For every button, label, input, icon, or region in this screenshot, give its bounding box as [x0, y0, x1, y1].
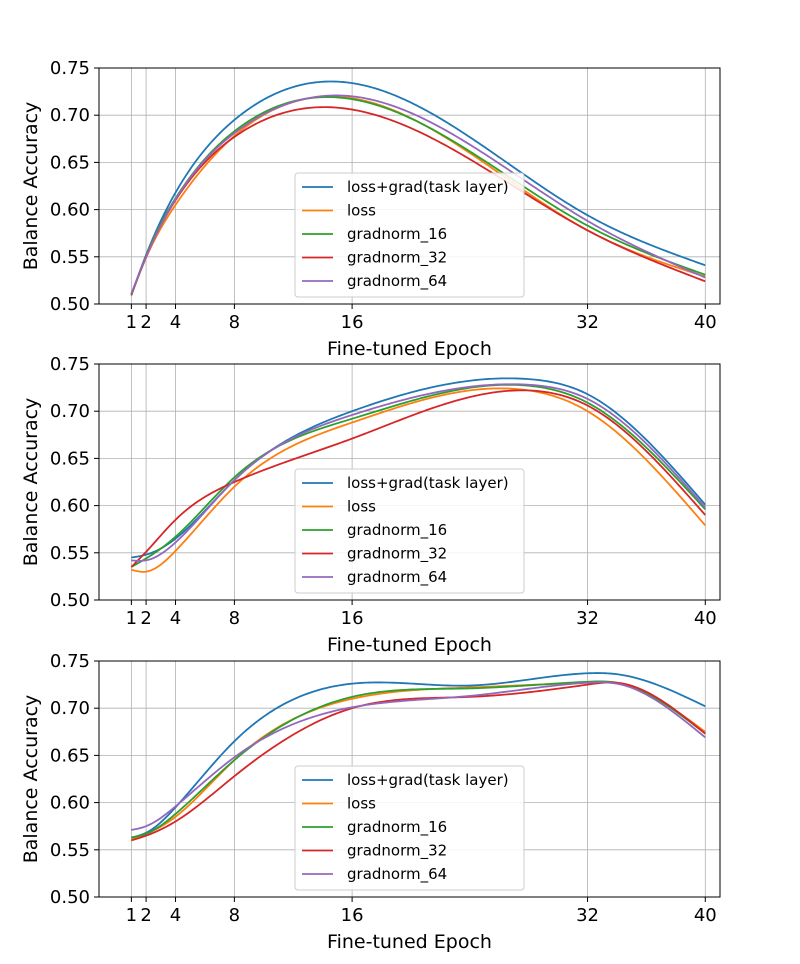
- y-tick-label: 0.60: [50, 496, 90, 517]
- x-tick-label: 16: [341, 312, 364, 333]
- y-axis-label: Balance Accuracy: [20, 695, 42, 864]
- legend-label: gradnorm_16: [347, 225, 447, 244]
- x-tick-label: 40: [694, 312, 717, 333]
- x-tick-label: 8: [229, 905, 240, 926]
- y-tick-label: 0.60: [50, 793, 90, 814]
- y-tick-label: 0.75: [50, 354, 90, 375]
- y-tick-label: 0.65: [50, 152, 90, 173]
- legend-label: gradnorm_64: [347, 568, 447, 587]
- legend-label: loss: [347, 795, 376, 813]
- series-line-loss-grad-task-layer: [130, 80, 706, 295]
- series-line-gradnorm-64: [131, 681, 706, 831]
- y-axis-label: Balance Accuracy: [20, 398, 42, 567]
- x-tick-label: 1: [126, 312, 137, 333]
- legend-label: gradnorm_16: [347, 521, 447, 540]
- legend-label: loss: [347, 202, 376, 220]
- y-tick-label: 0.50: [50, 887, 90, 908]
- x-tick-label: 2: [140, 905, 151, 926]
- chart-1: 1 2 4 8 16 32 40 0.50 0.55 0.60 0.65 0.70 0.75 Fine-t…: [20, 58, 721, 360]
- legend: loss+grad(task layer) loss gradnorm_16grad…: [294, 172, 525, 298]
- y-tick-label: 0.70: [50, 105, 90, 126]
- legend: loss+grad(task layer) loss gradnorm_16grad…: [294, 765, 525, 891]
- legend-label: gradnorm_32: [347, 249, 447, 268]
- plot-frame: [98, 363, 721, 601]
- legend-box: [294, 765, 525, 891]
- y-tick-label: 0.55: [50, 543, 90, 564]
- series-line-gradnorm-64: [130, 94, 706, 294]
- series-line-gradnorm-16: [130, 383, 706, 568]
- x-tick-label: 16: [341, 905, 364, 926]
- x-tick-label: 4: [170, 312, 181, 333]
- y-tick-label: 0.75: [50, 58, 90, 79]
- legend-label: loss+grad(task layer): [347, 771, 509, 789]
- y-tick-label: 0.65: [50, 745, 90, 766]
- y-tick-label: 0.70: [50, 401, 90, 422]
- plot-frame: [98, 660, 721, 898]
- y-tick-label: 0.60: [50, 200, 90, 221]
- series-lines: [130, 80, 706, 296]
- series-line-gradnorm-16: [130, 96, 706, 296]
- x-axis-label: Fine-tuned Epoch: [327, 931, 492, 953]
- series-line-loss: [131, 387, 706, 573]
- x-tick-label: 32: [576, 312, 599, 333]
- x-tick-label: 1: [126, 905, 137, 926]
- x-tick-label: 2: [140, 608, 151, 629]
- series-line-gradnorm-64: [131, 383, 706, 562]
- x-axis-label: Fine-tuned Epoch: [327, 634, 492, 656]
- legend-label: gradnorm_32: [347, 545, 447, 564]
- x-tick-label: 4: [170, 608, 181, 629]
- y-tick-label: 0.75: [50, 651, 90, 672]
- x-tick-label: 32: [576, 608, 599, 629]
- x-tick-label: 2: [140, 312, 151, 333]
- legend-label: gradnorm_64: [347, 272, 447, 291]
- x-tick-label: 40: [694, 905, 717, 926]
- chart-3: 1 2 4 8 16 32 40 0.50 0.55 0.60 0.65 0.70 0.75 Fine-t…: [20, 651, 721, 953]
- y-tick-label: 0.50: [50, 590, 90, 611]
- y-tick-label: 0.55: [50, 247, 90, 268]
- series-line-loss-grad-task-layer: [131, 672, 706, 839]
- legend-box: [294, 468, 525, 594]
- chart-2: 1 2 4 8 16 32 40 0.50 0.55 0.60 0.65 0.70 0.75 Fine-t…: [20, 354, 721, 656]
- x-tick-label: 40: [694, 608, 717, 629]
- x-tick-label: 4: [170, 905, 181, 926]
- legend-label: gradnorm_32: [347, 842, 447, 861]
- legend-label: gradnorm_64: [347, 865, 447, 884]
- legend-label: loss+grad(task layer): [347, 474, 509, 492]
- series-line-gradnorm-32: [130, 389, 706, 568]
- y-tick-label: 0.70: [50, 698, 90, 719]
- legend-box: [294, 172, 525, 298]
- legend: loss+grad(task layer) loss gradnorm_16grad…: [294, 468, 525, 594]
- x-tick-label: 16: [341, 608, 364, 629]
- series-lines: [130, 377, 706, 573]
- series-line-gradnorm-32: [130, 106, 706, 295]
- x-tick-label: 1: [126, 608, 137, 629]
- y-axis-label: Balance Accuracy: [20, 102, 42, 271]
- legend-label: loss: [347, 498, 376, 516]
- x-tick-label: 32: [576, 905, 599, 926]
- series-lines: [131, 672, 706, 842]
- legend-label: loss+grad(task layer): [347, 178, 509, 196]
- y-tick-label: 0.50: [50, 294, 90, 315]
- legend-label: gradnorm_16: [347, 818, 447, 837]
- x-tick-label: 8: [229, 312, 240, 333]
- y-tick-label: 0.65: [50, 448, 90, 469]
- x-tick-label: 8: [229, 608, 240, 629]
- x-axis-label: Fine-tuned Epoch: [327, 338, 492, 360]
- plot-frame: [98, 67, 721, 305]
- y-tick-label: 0.55: [50, 840, 90, 861]
